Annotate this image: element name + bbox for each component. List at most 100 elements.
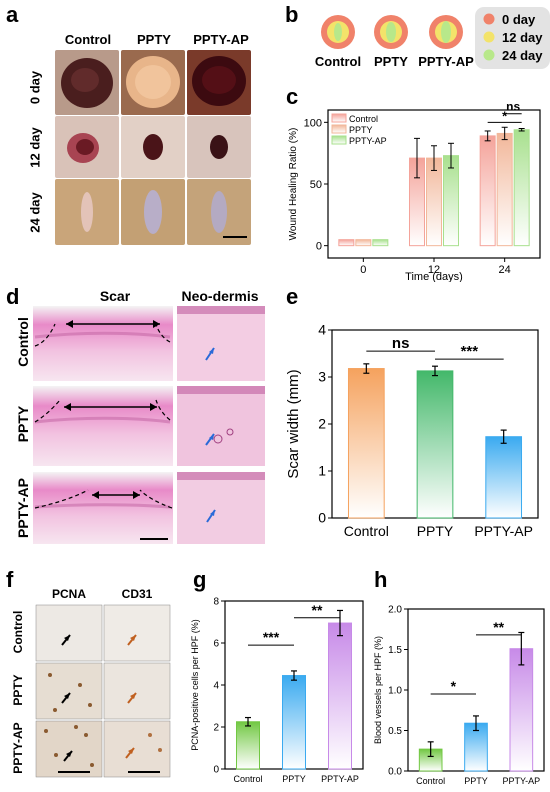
histology-neodermis-ppty — [177, 386, 265, 466]
bar-control — [236, 721, 260, 770]
legend-swatch-ppty — [331, 124, 347, 134]
panel-g: g 0 2 4 6 8 PCNA-positive cells per HPF (%) Co… — [185, 565, 368, 792]
group-label-pptyap: PPTY-AP — [418, 54, 474, 69]
y-tick-label: 2 — [213, 722, 219, 733]
wound-photo-control-12 — [55, 116, 119, 178]
legend-swatch-control — [331, 113, 347, 123]
y-tick-label: 3 — [318, 369, 326, 385]
x-tick-label: 12 — [428, 264, 440, 276]
x-tick-label: PPTY — [464, 776, 488, 786]
ihc-pcna-control — [35, 604, 103, 662]
legend-swatch-ppty-ap — [331, 135, 347, 145]
x-tick-label: PPTY — [282, 774, 306, 784]
bar-ppty — [416, 370, 454, 519]
bar-ppty-0 — [355, 239, 372, 247]
x-tick-label: 24 — [499, 264, 511, 276]
y-tick-label: 0 — [316, 241, 322, 253]
significance-label: ** — [493, 619, 504, 635]
legend-dot-24day — [483, 49, 495, 61]
chart-h: 0.0 0.5 1.0 1.5 2.0 Blood vessels per HPF (%)… — [373, 604, 545, 786]
bar-ppty-ap — [328, 622, 352, 770]
ihc-pcna-pptyap — [35, 720, 103, 778]
y-tick-label: 4 — [213, 680, 219, 691]
x-tick-label: Control — [344, 523, 389, 539]
bar-ppty-12 — [426, 157, 442, 247]
group-label-ppty: PPTY — [374, 54, 408, 69]
x-tick-label: PPTY-AP — [321, 774, 359, 784]
healing-diagram-control — [321, 15, 355, 49]
row-head-0day: 0 day — [27, 70, 43, 105]
legend-label-ppty: PPTY — [349, 125, 373, 135]
ihc-cd31-ppty — [103, 662, 171, 720]
y-tick-label: 0 — [318, 510, 326, 526]
x-tick-label: Control — [416, 776, 445, 786]
y-tick-label: 6 — [213, 638, 219, 649]
y-tick-label: 100 — [304, 117, 322, 129]
legend-label-24day: 24 day — [502, 48, 543, 63]
panel-label-a: a — [6, 2, 19, 27]
bar-control — [347, 368, 385, 519]
y-tick-label: 2.0 — [388, 604, 402, 615]
healing-diagram-pptyap — [429, 15, 463, 49]
panel-c: c 0 50 100 Wound Healing Ratio (%) Time (day… — [280, 82, 550, 282]
legend-label-ppty-ap: PPTY-AP — [349, 136, 387, 146]
y-tick-label: 0.5 — [388, 726, 402, 737]
panel-label-b: b — [285, 2, 299, 27]
panel-f: f PCNA CD31 Control PPTY PPTY-AP — [0, 565, 185, 792]
panel-label-g: g — [193, 567, 207, 592]
wound-photo-control-24 — [55, 179, 119, 245]
panel-h: h 0.0 0.5 1.0 1.5 2.0 Blood vessels per HPF (… — [368, 565, 550, 792]
y-tick-label: 8 — [213, 596, 219, 607]
bar-control-0 — [338, 239, 355, 247]
wound-photo-ppty-12 — [121, 116, 185, 178]
legend-label-0day: 0 day — [502, 12, 536, 27]
bar-ppty-ap-12 — [443, 155, 459, 247]
ihc-cd31-control — [103, 604, 171, 662]
col-head-pcna: PCNA — [51, 587, 86, 601]
chart-g: 0 2 4 6 8 PCNA-positive cells per HPF (%) Cont… — [190, 596, 364, 784]
bar-ppty — [282, 675, 306, 770]
ihc-cd31-pptyap — [103, 720, 171, 778]
histology-scar-ppty — [33, 386, 173, 466]
panel-label-c: c — [286, 84, 299, 109]
y-tick-label: 50 — [310, 179, 322, 191]
significance-label: *** — [263, 629, 280, 645]
col-head-cd31: CD31 — [121, 587, 153, 601]
y-tick-label: 0 — [213, 764, 219, 775]
wound-photo-pptyap-12 — [187, 116, 251, 178]
bar-control-24 — [479, 135, 496, 247]
significance-label: * — [451, 678, 457, 694]
panel-label-h: h — [374, 567, 388, 592]
row-head-24day: 24 day — [27, 192, 43, 233]
bar-ppty-24 — [496, 132, 513, 247]
legend-label-control: Control — [349, 114, 378, 124]
y-tick-label: 0.0 — [388, 766, 402, 777]
significance-label: ns — [506, 100, 520, 114]
panel-label-f: f — [6, 567, 14, 592]
x-tick-label: Control — [233, 774, 262, 784]
y-tick-label: 1 — [318, 463, 326, 479]
histology-neodermis-control — [177, 306, 265, 381]
wound-photo-pptyap-24 — [187, 179, 251, 245]
significance-label: *** — [461, 343, 479, 360]
panel-label-e: e — [286, 284, 299, 309]
legend-dot-0day — [483, 13, 495, 25]
bar-ppty-ap-0 — [372, 239, 389, 247]
y-tick-label: 1.0 — [388, 685, 402, 696]
y-tick-label: 2 — [318, 416, 326, 432]
bar-ppty-ap-24 — [513, 129, 530, 247]
y-axis-label: Wound Healing Ratio (%) — [288, 128, 299, 241]
histology-scar-pptyap — [33, 472, 173, 544]
chart-e: 0 1 2 3 4 Scar width (mm) Control PPTY PPTY-AP ns… — [285, 322, 539, 539]
col-head-scar: Scar — [99, 288, 131, 304]
x-tick-label: PPTY-AP — [474, 523, 533, 539]
col-head-pptyap: PPTY-AP — [193, 32, 249, 47]
y-tick-label: 4 — [318, 322, 326, 338]
legend-dot-12day — [483, 31, 495, 43]
wound-photo-pptyap-0 — [187, 50, 251, 115]
y-tick-label: 1.5 — [388, 645, 402, 656]
ihc-pcna-ppty — [35, 662, 103, 720]
bar-ppty-ap — [485, 436, 523, 519]
group-label-control: Control — [315, 54, 361, 69]
panel-d: d Scar Neo-dermis Control PPTY PPTY-AP — [0, 282, 280, 552]
